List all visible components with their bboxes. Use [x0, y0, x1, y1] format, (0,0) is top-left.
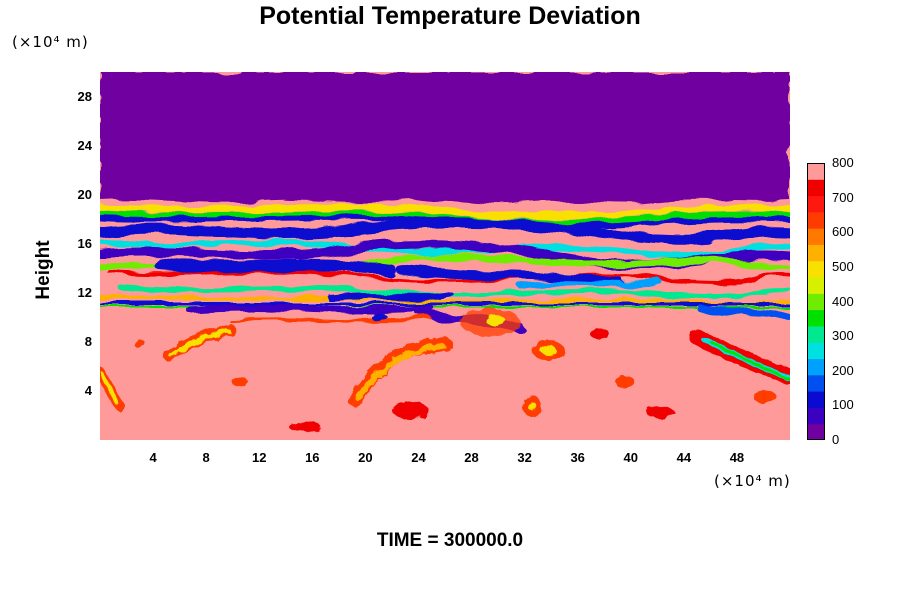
colorbar-segment — [807, 228, 825, 245]
colorbar-tick-label: 0 — [832, 432, 840, 447]
colorbar-tick-label: 200 — [832, 362, 854, 378]
y-tick-label: 24 — [77, 137, 92, 153]
chart-title: Potential Temperature Deviation — [259, 2, 641, 30]
colorbar-segment — [807, 163, 825, 180]
colorbar-segment — [807, 179, 825, 197]
x-tick-label: 12 — [251, 450, 267, 465]
x-tick-label: 8 — [202, 450, 210, 465]
y-axis-label: Height — [33, 240, 54, 300]
colorbar-segment — [807, 423, 825, 440]
colorbar-tick-label: 600 — [832, 224, 854, 240]
colorbar-tick-label: 300 — [832, 328, 854, 344]
colorbar-segment — [807, 293, 825, 311]
x-tick-label: 40 — [623, 450, 638, 465]
colorbar-tick-label: 800 — [832, 155, 854, 170]
x-tick-label: 4 — [149, 450, 157, 465]
turbulent-band — [100, 203, 790, 333]
y-tick-label: 12 — [77, 284, 92, 300]
colorbar-tick-label: 100 — [832, 397, 854, 413]
x-tick-label: 24 — [411, 450, 426, 465]
y-tick-label: 28 — [77, 88, 92, 104]
colorbar-segment — [807, 342, 825, 360]
colorbar-segment — [807, 309, 825, 327]
colorbar — [807, 163, 825, 440]
y-tick-label: 8 — [84, 333, 92, 349]
colorbar-segment — [807, 374, 825, 392]
colorbar-tick-label: 400 — [832, 293, 854, 309]
time-label: TIME = 300000.0 — [376, 530, 524, 551]
field-top-layer — [100, 72, 790, 204]
x-tick-label: 44 — [676, 450, 692, 465]
colorbar-segment — [807, 277, 825, 294]
colorbar-tick-label: 500 — [832, 258, 854, 274]
colorbar-segment — [807, 211, 825, 229]
lower-blotches — [134, 308, 777, 432]
y-tick-label: 20 — [77, 186, 92, 202]
colorbar-segment — [807, 391, 825, 408]
colorbar-segment — [807, 407, 825, 425]
heatmap-plot-area — [100, 72, 790, 440]
lower-plumes — [100, 324, 790, 411]
colorbar-tick-label: 700 — [832, 189, 854, 205]
x-tick-label: 48 — [729, 450, 745, 465]
y-axis-unit-label: (×10⁴ m) — [12, 33, 89, 51]
colorbar-segment — [807, 358, 825, 376]
colorbar-border — [807, 163, 825, 440]
colorbar-segment — [807, 244, 825, 262]
x-tick-label: 20 — [358, 450, 373, 465]
y-tick-label: 16 — [77, 235, 92, 251]
colorbar-segment — [807, 260, 825, 278]
colorbar-segment — [807, 195, 825, 213]
x-tick-label: 16 — [305, 450, 320, 465]
x-tick-label: 32 — [517, 450, 532, 465]
x-axis-unit-label: (×10⁴ m) — [714, 472, 791, 490]
y-tick-label: 4 — [84, 382, 92, 398]
colorbar-segment — [807, 325, 825, 343]
x-tick-label: 36 — [570, 450, 585, 465]
x-tick-label: 28 — [464, 450, 479, 465]
